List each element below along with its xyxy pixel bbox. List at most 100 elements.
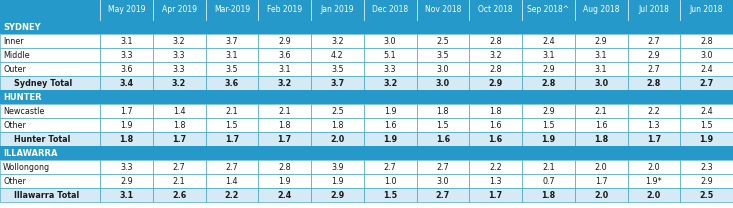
Text: 3.0: 3.0	[700, 51, 713, 59]
Bar	[100, 118, 152, 132]
Bar	[575, 62, 627, 76]
Text: Outer: Outer	[3, 64, 26, 73]
Bar	[522, 76, 575, 90]
Bar	[364, 174, 416, 188]
Text: 2.7: 2.7	[226, 162, 238, 172]
Text: Jan 2019: Jan 2019	[320, 5, 354, 15]
Bar	[100, 76, 152, 90]
Text: 1.9: 1.9	[331, 177, 344, 186]
Text: 2.9: 2.9	[488, 78, 503, 88]
Text: 3.0: 3.0	[437, 177, 449, 186]
Text: 2.9: 2.9	[542, 106, 555, 115]
Text: 1.8: 1.8	[541, 191, 556, 199]
Text: 3.3: 3.3	[173, 51, 185, 59]
Text: 2.9: 2.9	[120, 177, 133, 186]
Text: 1.5: 1.5	[700, 120, 713, 130]
Bar	[0, 146, 733, 160]
Text: 2.7: 2.7	[435, 191, 450, 199]
Bar	[0, 160, 100, 174]
Bar	[522, 48, 575, 62]
Bar	[522, 174, 575, 188]
Text: 0.7: 0.7	[542, 177, 555, 186]
Bar	[522, 104, 575, 118]
Bar	[0, 132, 100, 146]
Bar	[311, 188, 364, 202]
Bar	[0, 188, 100, 202]
Text: 2.1: 2.1	[226, 106, 238, 115]
Text: 3.1: 3.1	[595, 64, 608, 73]
Bar	[627, 62, 680, 76]
Bar	[364, 118, 416, 132]
Bar	[680, 48, 733, 62]
Bar	[258, 76, 311, 90]
Text: 2.5: 2.5	[699, 191, 714, 199]
Bar	[680, 174, 733, 188]
Text: 3.6: 3.6	[225, 78, 239, 88]
Text: Dec 2018: Dec 2018	[372, 5, 408, 15]
Text: 2.9: 2.9	[647, 51, 660, 59]
Bar	[152, 48, 205, 62]
Bar	[258, 118, 311, 132]
Text: 1.6: 1.6	[436, 135, 450, 144]
Bar	[627, 48, 680, 62]
Text: 1.8: 1.8	[173, 120, 185, 130]
Bar	[0, 20, 733, 34]
Text: 1.9: 1.9	[383, 135, 397, 144]
Bar	[416, 118, 469, 132]
Bar	[364, 188, 416, 202]
Bar	[205, 34, 258, 48]
Text: 2.7: 2.7	[173, 162, 185, 172]
Text: 3.1: 3.1	[119, 191, 133, 199]
Bar	[575, 132, 627, 146]
Bar	[575, 118, 627, 132]
Text: Middle: Middle	[3, 51, 29, 59]
Text: 2.1: 2.1	[279, 106, 291, 115]
Bar	[469, 132, 522, 146]
Text: 2.8: 2.8	[279, 162, 291, 172]
Text: 2.1: 2.1	[542, 162, 555, 172]
Text: 3.2: 3.2	[278, 78, 292, 88]
Text: 2.9: 2.9	[542, 64, 555, 73]
Text: 2.0: 2.0	[594, 191, 608, 199]
Text: HUNTER: HUNTER	[3, 93, 42, 102]
Bar	[522, 132, 575, 146]
Bar	[0, 0, 733, 20]
Bar	[100, 174, 152, 188]
Text: 3.5: 3.5	[331, 64, 344, 73]
Text: Other: Other	[3, 177, 26, 186]
Text: 1.9: 1.9	[699, 135, 714, 144]
Text: Newcastle: Newcastle	[3, 106, 45, 115]
Text: 1.9: 1.9	[541, 135, 556, 144]
Text: Feb 2019: Feb 2019	[267, 5, 302, 15]
Bar	[416, 48, 469, 62]
Text: 3.2: 3.2	[172, 78, 186, 88]
Bar	[627, 174, 680, 188]
Bar	[152, 76, 205, 90]
Bar	[469, 34, 522, 48]
Bar	[311, 34, 364, 48]
Text: 1.3: 1.3	[490, 177, 502, 186]
Bar	[0, 90, 733, 104]
Bar	[416, 174, 469, 188]
Text: 3.1: 3.1	[226, 51, 238, 59]
Text: 3.3: 3.3	[173, 64, 185, 73]
Bar	[152, 104, 205, 118]
Bar	[205, 160, 258, 174]
Text: 2.5: 2.5	[331, 106, 344, 115]
Bar	[627, 34, 680, 48]
Text: 3.3: 3.3	[384, 64, 397, 73]
Bar	[364, 104, 416, 118]
Bar	[680, 62, 733, 76]
Bar	[680, 76, 733, 90]
Text: 2.7: 2.7	[699, 78, 714, 88]
Text: 1.8: 1.8	[594, 135, 608, 144]
Bar	[416, 160, 469, 174]
Text: 1.6: 1.6	[490, 120, 502, 130]
Text: 3.7: 3.7	[331, 78, 345, 88]
Bar	[205, 174, 258, 188]
Text: 2.0: 2.0	[331, 135, 345, 144]
Text: 3.1: 3.1	[595, 51, 608, 59]
Text: 1.7: 1.7	[647, 135, 661, 144]
Bar	[311, 76, 364, 90]
Text: 3.2: 3.2	[173, 36, 185, 46]
